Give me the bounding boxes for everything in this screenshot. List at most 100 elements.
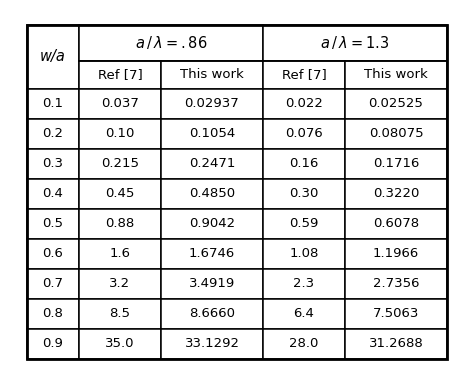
Bar	[345, 268, 447, 298]
Bar	[27, 239, 79, 268]
Text: w/a: w/a	[40, 49, 66, 64]
Bar	[79, 239, 161, 268]
Text: 7.5063: 7.5063	[373, 307, 419, 320]
Bar	[27, 149, 79, 178]
Text: This work: This work	[364, 68, 428, 81]
Text: 0.037: 0.037	[101, 97, 139, 110]
Bar	[79, 61, 161, 88]
Bar	[263, 61, 345, 88]
Bar	[161, 149, 263, 178]
Bar	[263, 25, 447, 61]
Text: 0.45: 0.45	[105, 187, 135, 200]
Bar	[79, 149, 161, 178]
Text: 0.6: 0.6	[43, 247, 64, 260]
Bar	[263, 298, 345, 329]
Text: 33.1292: 33.1292	[184, 337, 239, 350]
Bar	[263, 149, 345, 178]
Text: 0.4850: 0.4850	[189, 187, 235, 200]
Bar	[263, 88, 345, 118]
Text: This work: This work	[180, 68, 244, 81]
Text: 0.1: 0.1	[43, 97, 64, 110]
Bar	[161, 178, 263, 208]
Text: 0.022: 0.022	[285, 97, 323, 110]
Text: 0.16: 0.16	[289, 157, 319, 170]
Bar	[263, 118, 345, 149]
Bar	[161, 239, 263, 268]
Bar	[79, 298, 161, 329]
Text: 35.0: 35.0	[105, 337, 135, 350]
Text: 0.30: 0.30	[289, 187, 319, 200]
Text: 0.5: 0.5	[43, 217, 64, 230]
Bar	[79, 268, 161, 298]
Bar	[79, 208, 161, 239]
Bar	[161, 88, 263, 118]
Text: 6.4: 6.4	[293, 307, 314, 320]
Bar	[79, 329, 161, 358]
Text: 3.2: 3.2	[109, 277, 130, 290]
Text: 0.88: 0.88	[105, 217, 135, 230]
Text: 0.2: 0.2	[43, 127, 64, 140]
Bar	[27, 25, 79, 88]
Bar	[345, 329, 447, 358]
Text: 0.9042: 0.9042	[189, 217, 235, 230]
Bar	[27, 118, 79, 149]
Bar	[345, 149, 447, 178]
Bar	[345, 208, 447, 239]
Text: Ref [7]: Ref [7]	[282, 68, 327, 81]
Bar	[161, 329, 263, 358]
Bar	[263, 268, 345, 298]
Text: 0.9: 0.9	[43, 337, 64, 350]
Bar	[345, 61, 447, 88]
Text: 0.4: 0.4	[43, 187, 64, 200]
Bar	[161, 298, 263, 329]
Text: $a\,/\,\lambda = .86$: $a\,/\,\lambda = .86$	[135, 34, 207, 51]
Text: 0.1716: 0.1716	[373, 157, 419, 170]
Text: 0.076: 0.076	[285, 127, 323, 140]
Text: 0.215: 0.215	[101, 157, 139, 170]
Text: 0.08075: 0.08075	[369, 127, 423, 140]
Bar	[345, 239, 447, 268]
Bar	[345, 118, 447, 149]
Bar	[27, 25, 447, 358]
Bar	[263, 208, 345, 239]
Text: Ref [7]: Ref [7]	[98, 68, 142, 81]
Text: 0.1054: 0.1054	[189, 127, 235, 140]
Text: 1.6: 1.6	[109, 247, 130, 260]
Bar	[345, 298, 447, 329]
Bar	[345, 88, 447, 118]
Text: 1.08: 1.08	[289, 247, 319, 260]
Bar	[79, 88, 161, 118]
Bar	[27, 298, 79, 329]
Text: 0.3220: 0.3220	[373, 187, 419, 200]
Text: 0.7: 0.7	[43, 277, 64, 290]
Bar	[161, 208, 263, 239]
Bar	[161, 268, 263, 298]
Text: 0.59: 0.59	[289, 217, 319, 230]
Text: 0.3: 0.3	[43, 157, 64, 170]
Bar	[27, 208, 79, 239]
Text: 8.6660: 8.6660	[189, 307, 235, 320]
Text: 1.6746: 1.6746	[189, 247, 235, 260]
Bar	[263, 178, 345, 208]
Bar	[161, 118, 263, 149]
Bar	[263, 329, 345, 358]
Text: 8.5: 8.5	[109, 307, 130, 320]
Bar	[79, 25, 263, 61]
Text: 31.2688: 31.2688	[369, 337, 423, 350]
Text: 3.4919: 3.4919	[189, 277, 235, 290]
Text: 28.0: 28.0	[289, 337, 319, 350]
Bar	[345, 178, 447, 208]
Bar	[263, 239, 345, 268]
Text: 0.02525: 0.02525	[369, 97, 423, 110]
Text: 0.10: 0.10	[105, 127, 135, 140]
Text: $a\,/\,\lambda = 1.3$: $a\,/\,\lambda = 1.3$	[320, 34, 390, 51]
Bar	[79, 178, 161, 208]
Text: 0.6078: 0.6078	[373, 217, 419, 230]
Text: 2.3: 2.3	[293, 277, 315, 290]
Text: 2.7356: 2.7356	[373, 277, 419, 290]
Text: 0.8: 0.8	[43, 307, 64, 320]
Text: 0.02937: 0.02937	[185, 97, 239, 110]
Bar	[27, 178, 79, 208]
Bar	[27, 329, 79, 358]
Bar	[79, 118, 161, 149]
